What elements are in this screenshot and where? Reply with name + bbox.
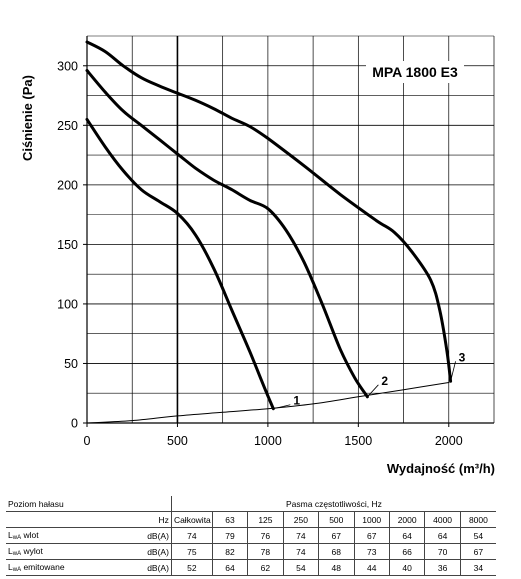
column-header: 8000 [459, 511, 496, 528]
table-header-row: Hz Całkowita 63 125 250 500 1000 2000 4000 8000 [6, 511, 496, 528]
column-header: 250 [282, 511, 320, 528]
curve-number-label: 3 [459, 350, 466, 364]
table-cell: 74 [282, 543, 320, 560]
table-cell: 62 [247, 559, 284, 576]
table-header-row: Poziom hałasu Pasma częstotliwości, Hz [6, 496, 496, 512]
table-cell: 64 [424, 527, 461, 544]
fan-curve-3 [85, 40, 453, 383]
x-tick-label: 1500 [344, 434, 372, 448]
column-header: 125 [247, 511, 284, 528]
column-header: Całkowita [170, 511, 213, 528]
table-cell: 82 [211, 543, 249, 560]
axis-ticks: 0 50 100 150 200 250 300 0 500 1000 1500 2000 [57, 59, 463, 448]
row-label: LwA wlot [6, 527, 107, 544]
table-cell: 66 [388, 543, 426, 560]
table-cell: 74 [170, 527, 213, 544]
row-unit: dB(A) [106, 559, 172, 576]
table-row: LwA emitowane dB(A) 52 64 62 54 48 44 40 36 34 [6, 559, 496, 576]
table-cell: 34 [459, 559, 496, 576]
row-label: LwA wylot [6, 543, 107, 560]
table-cell: 74 [282, 527, 320, 544]
table-cell: 75 [170, 543, 213, 560]
table-cell: 54 [282, 559, 320, 576]
x-tick-label: 2000 [435, 434, 463, 448]
chart-title: MPA 1800 E3 [372, 64, 458, 80]
curve-labels: 1 2 3 [273, 350, 466, 410]
row-unit: dB(A) [106, 527, 172, 544]
table-cell: 64 [211, 559, 249, 576]
frequency-band-header: Pasma częstotliwości, Hz [170, 496, 496, 512]
curve-leader-line [367, 384, 379, 398]
fan-curve-1 [85, 117, 275, 411]
table-cell: 79 [211, 527, 249, 544]
table-cell: 54 [459, 527, 496, 544]
table-cell: 67 [318, 527, 355, 544]
noise-header-label: Poziom hałasu [6, 496, 172, 512]
table-cell: 67 [459, 543, 496, 560]
y-tick-label: 150 [57, 238, 78, 252]
table-cell: 70 [424, 543, 461, 560]
chart-grid [86, 35, 495, 424]
x-tick-label: 0 [84, 434, 91, 448]
y-tick-label: 0 [71, 417, 78, 431]
table-cell: 76 [247, 527, 284, 544]
table-cell: 73 [353, 543, 390, 560]
column-header: 4000 [424, 511, 461, 528]
table-row: LwA wylot dB(A) 75 82 78 74 68 73 66 70 67 [6, 543, 496, 560]
row-label-subscript: wA [12, 535, 22, 541]
curve-number-label: 2 [381, 374, 388, 388]
hz-label: Hz [106, 511, 172, 528]
table-cell: 67 [353, 527, 390, 544]
column-header: 500 [318, 511, 355, 528]
curve-leader-line [450, 361, 456, 382]
table-cell: 40 [388, 559, 426, 576]
table-cell [6, 511, 107, 528]
fan-curve-2 [85, 69, 369, 399]
table-cell: 68 [318, 543, 355, 560]
column-header: 63 [211, 511, 249, 528]
row-label: LwA emitowane [6, 559, 107, 576]
noise-level-table: Poziom hałasu Pasma częstotliwości, Hz Hz C… [6, 496, 496, 576]
y-tick-label: 200 [57, 178, 78, 192]
column-header: 1000 [353, 511, 390, 528]
y-tick-label: 100 [57, 297, 78, 311]
table-cell: 78 [247, 543, 284, 560]
system-curve [86, 382, 450, 424]
row-label-subscript: wA [12, 551, 22, 557]
row-label-subscript: wA [12, 567, 22, 573]
pressure-flow-chart: 0 50 100 150 200 250 300 0 500 1000 1500 2000 MPA 1… [20, 35, 495, 476]
y-axis-label: Ciśnienie (Pa) [20, 75, 35, 161]
row-unit: dB(A) [106, 543, 172, 560]
table-cell: 64 [388, 527, 426, 544]
model-label-box: MPA 1800 E3 [366, 61, 464, 83]
table-row: LwA wlot dB(A) 74 79 76 74 67 67 64 64 54 [6, 527, 496, 544]
table-cell: 36 [424, 559, 461, 576]
curve-number-label: 1 [293, 394, 300, 408]
column-header: 2000 [388, 511, 426, 528]
x-tick-label: 1000 [254, 434, 282, 448]
chart-curves [85, 40, 453, 424]
table-cell: 52 [170, 559, 213, 576]
y-tick-label: 300 [57, 59, 78, 73]
x-tick-label: 500 [167, 434, 188, 448]
curve-leader-line [273, 404, 291, 410]
y-tick-label: 250 [57, 119, 78, 133]
table-cell: 44 [353, 559, 390, 576]
y-tick-label: 50 [64, 357, 78, 371]
x-axis-label: Wydajność (m³/h) [387, 461, 495, 476]
table-cell: 48 [318, 559, 355, 576]
